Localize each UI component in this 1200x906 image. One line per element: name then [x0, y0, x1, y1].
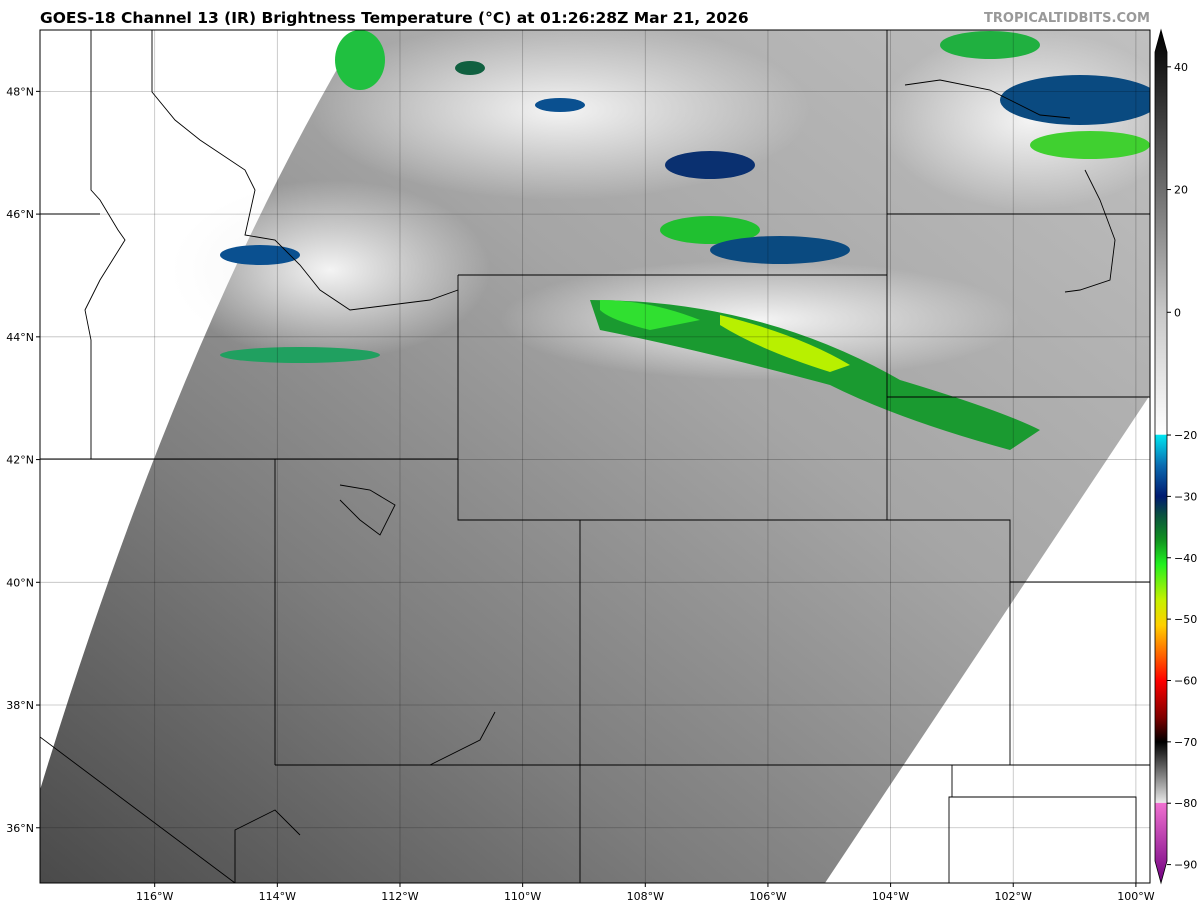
map-title: GOES-18 Channel 13 (IR) Brightness Tempe… [40, 9, 749, 27]
colorbar-tick-label: −80 [1174, 797, 1197, 810]
colorbar-tick-label: 20 [1174, 184, 1188, 197]
lon-tick-label: 104°W [872, 890, 909, 903]
colorbar-tick-label: −70 [1174, 736, 1197, 749]
state-borders [40, 30, 1150, 883]
brand-watermark: TROPICALTIDBITS.COM [984, 11, 1150, 26]
cloud-cover [170, 30, 1150, 450]
lon-tick-label: 110°W [504, 890, 541, 903]
lon-tick-label: 106°W [749, 890, 786, 903]
lon-tick-label: 116°W [136, 890, 173, 903]
colorbar-tick-label: −40 [1174, 552, 1197, 565]
colorbar-tick-label: −50 [1174, 613, 1197, 626]
lon-tick-label: 108°W [627, 890, 664, 903]
lon-tick-label: 102°W [995, 890, 1032, 903]
lat-tick-label: 42°N [6, 454, 34, 467]
lon-tick-label: 112°W [381, 890, 418, 903]
colorbar-tick-label: −90 [1174, 859, 1197, 872]
lat-tick-label: 36°N [6, 822, 34, 835]
lon-tick-label: 114°W [259, 890, 296, 903]
lat-tick-label: 40°N [6, 576, 34, 589]
colorbar-tick-label: 0 [1174, 306, 1181, 319]
colorbar: 40 20 0 −20 −30 −40 −50 −60 −70 −80 −90 [1154, 28, 1197, 885]
lat-tick-label: 48°N [6, 85, 34, 98]
lat-tick-label: 46°N [6, 208, 34, 221]
lon-tick-label: 100°W [1117, 890, 1154, 903]
colorbar-tick-label: −60 [1174, 674, 1197, 687]
colorbar-tick-label: 40 [1174, 61, 1188, 74]
lat-tick-label: 38°N [6, 699, 34, 712]
colorbar-tick-label: −20 [1174, 429, 1197, 442]
colorbar-scale [1154, 28, 1168, 885]
graticule [40, 30, 1150, 883]
colorbar-tick-label: −30 [1174, 490, 1197, 503]
axis-labels: 116°W 114°W 112°W 110°W 108°W 106°W 104°W 102°W… [6, 85, 1154, 903]
plot-frame [39, 29, 1151, 884]
lat-tick-label: 44°N [6, 331, 34, 344]
